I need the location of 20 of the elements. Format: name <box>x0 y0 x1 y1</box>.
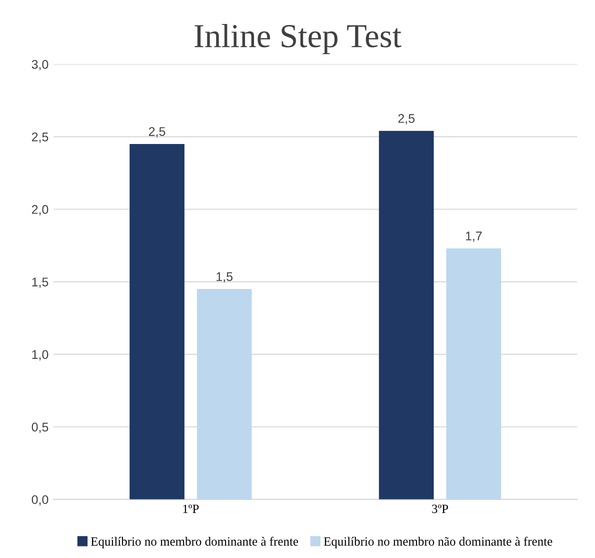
data-label: 1,7 <box>466 232 482 242</box>
y-tick-label: 2,0 <box>32 205 48 216</box>
data-label: 1,5 <box>216 272 233 282</box>
y-tick-label: 0,5 <box>32 422 48 433</box>
legend-label: Equilíbrio no membro não dominante à frente <box>324 536 552 548</box>
x-tick-label: 1ºP <box>183 504 199 513</box>
y-tick-label: 3,0 <box>32 60 48 70</box>
y-tick-label: 2,5 <box>32 132 48 143</box>
data-label: 2,5 <box>398 114 415 124</box>
legend-label: Equilíbrio no membro dominante à frente <box>90 536 298 548</box>
bar <box>130 144 184 500</box>
bar <box>446 248 502 500</box>
chart-title: Inline Step Test <box>194 24 402 54</box>
y-tick-label: 1,5 <box>32 278 48 288</box>
y-tick-label: 0,0 <box>32 495 48 506</box>
bar <box>196 289 252 500</box>
data-label: 2,5 <box>148 127 166 138</box>
x-tick-label: 3ºP <box>432 504 448 514</box>
y-tick-label: 1,0 <box>32 350 48 360</box>
bar <box>378 130 434 500</box>
